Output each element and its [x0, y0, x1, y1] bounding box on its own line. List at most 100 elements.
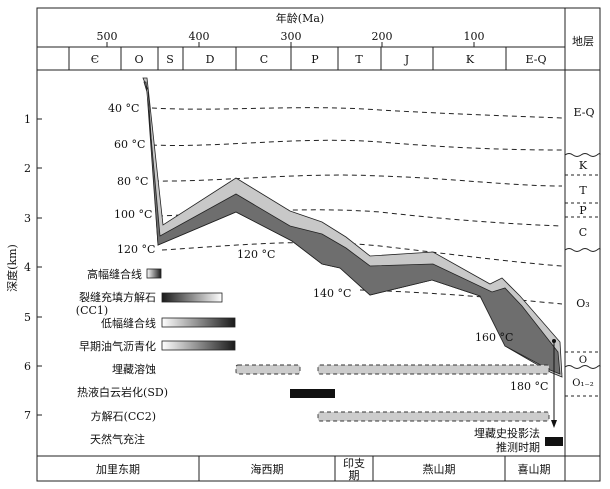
- event-label: 方解石(CC2): [91, 409, 156, 423]
- isotherm-label: 140 °C: [313, 287, 351, 300]
- depth-tick-label: 3: [24, 212, 31, 225]
- period-band: Є O S D C P T J K E-Q: [68, 47, 547, 70]
- period-label: O: [134, 53, 143, 66]
- age-tick: 500: [97, 30, 118, 47]
- isotherm-label: 40 °C: [108, 102, 139, 115]
- depth-tick-label: 6: [24, 360, 31, 373]
- depth-tick-label: 7: [24, 409, 31, 422]
- event-label: 低幅缝合线: [101, 316, 156, 330]
- event-bar-cc1: [161, 292, 223, 303]
- depth-tick: 7: [24, 409, 42, 422]
- orogeny-label: 期: [349, 469, 360, 482]
- age-tick: 100: [464, 30, 485, 47]
- period-label: E-Q: [526, 53, 547, 66]
- event-label: 天然气充注: [90, 432, 145, 446]
- orogeny-label: 喜山期: [518, 463, 551, 476]
- event-bar-gas-charge: [545, 437, 563, 446]
- isotherm-labels: 40 °C 60 °C 80 °C 100 °C 120 °C 120 °C 1…: [108, 102, 548, 393]
- strata-label: K: [579, 159, 588, 172]
- strata-label: P: [579, 204, 587, 217]
- age-tick-label: 500: [97, 30, 118, 43]
- isotherm-curve: [157, 209, 563, 227]
- period-label: Є: [91, 53, 99, 66]
- isotherm-label: 80 °C: [117, 175, 148, 188]
- isotherm-curve: [151, 139, 563, 151]
- strata-label: T: [579, 184, 587, 197]
- event-bar-low-stylolite: [161, 317, 236, 328]
- age-tick: 200: [372, 30, 393, 47]
- isotherm-curve: [161, 242, 563, 267]
- strata-label: C: [579, 226, 587, 239]
- strata-label: O₃: [576, 297, 589, 310]
- projection-arrow: [551, 339, 557, 428]
- isotherm-curve: [153, 174, 563, 187]
- depth-tick: 5: [24, 311, 42, 324]
- strata-label: O: [579, 355, 587, 366]
- strata-boundaries: [564, 153, 601, 397]
- period-label: C: [260, 53, 268, 66]
- orogeny-label: 燕山期: [423, 463, 456, 476]
- depth-tick: 3: [24, 212, 42, 225]
- isotherm-label: 120 °C: [117, 243, 155, 256]
- event-bar-burial-dissolution: [317, 364, 550, 375]
- isotherm-label: 100 °C: [114, 208, 152, 221]
- isotherm-curve: [359, 289, 563, 305]
- depth-tick: 4: [24, 261, 42, 274]
- strata-boundary-wavy: [564, 248, 601, 252]
- event-label: 裂缝充填方解石: [79, 290, 156, 304]
- depth-ticks: 1 2 3 4 5 6 7: [24, 113, 42, 422]
- depth-tick-label: 2: [24, 162, 31, 175]
- isotherm-curve: [151, 107, 563, 119]
- age-tick-label: 200: [372, 30, 393, 43]
- age-axis-title: 年龄(Ma): [276, 11, 324, 25]
- strata-label: E-Q: [574, 106, 595, 119]
- period-label: T: [355, 53, 363, 66]
- orogeny-label: 加里东期: [96, 463, 140, 476]
- isotherm-label: 180 °C: [510, 380, 548, 393]
- period-label: J: [404, 53, 409, 66]
- age-tick-label: 300: [281, 30, 302, 43]
- event-label: 高幅缝合线: [87, 267, 142, 281]
- event-bar-sd: [290, 389, 335, 398]
- period-label: P: [311, 53, 319, 66]
- strata-label: O₁₋₂: [572, 378, 594, 389]
- event-label: 热液白云岩化(SD): [77, 385, 168, 399]
- event-label: 早期油气沥青化: [79, 339, 156, 353]
- isotherm-label: 60 °C: [114, 138, 145, 151]
- strata-boundary-wavy: [564, 365, 601, 369]
- age-ticks: 500 400 300 200 100: [97, 30, 485, 47]
- age-tick-label: 100: [464, 30, 485, 43]
- isotherm-label: 160 °C: [475, 331, 513, 344]
- projection-annotation-line2: 推测时期: [496, 440, 540, 454]
- event-bar-early-bitumen: [161, 340, 236, 351]
- event-label: (CC1): [76, 304, 108, 317]
- depth-tick: 2: [24, 162, 42, 175]
- burial-band-inner: [143, 81, 561, 375]
- orogeny-label: 海西期: [251, 462, 284, 476]
- strata-boundary-wavy: [564, 153, 601, 157]
- age-tick: 400: [189, 30, 210, 47]
- isotherm-label: 120 °C: [237, 248, 275, 261]
- depth-tick: 6: [24, 360, 42, 373]
- depth-tick: 1: [24, 113, 42, 126]
- event-bar-burial-dissolution: [235, 364, 301, 375]
- orogeny-label: 印支: [343, 457, 365, 470]
- event-bars: [146, 268, 563, 446]
- strata-labels: E-Q K T P C O₃ O O₁₋₂: [572, 106, 594, 389]
- figure-frame: [36, 7, 601, 482]
- period-label: S: [166, 53, 174, 66]
- depth-tick-label: 4: [24, 261, 31, 274]
- period-label: K: [466, 53, 475, 66]
- event-label: 埋藏溶蚀: [112, 362, 156, 376]
- event-bar-high-stylolite: [146, 268, 162, 279]
- event-bar-cc2: [317, 411, 550, 422]
- depth-axis-title: 深度(km): [5, 244, 19, 292]
- event-labels: 高幅缝合线 裂缝充填方解石 (CC1) 低幅缝合线 早期油气沥青化 埋藏溶蚀 热…: [76, 267, 168, 446]
- orogeny-band: 加里东期 海西期 印支 期 燕山期 喜山期: [96, 456, 551, 482]
- depth-tick-label: 5: [24, 311, 31, 324]
- period-label: D: [206, 53, 215, 66]
- age-tick-label: 400: [189, 30, 210, 43]
- projection-annotation-line1: 埋藏史投影法: [474, 426, 540, 440]
- strata-column-title: 地层: [572, 35, 594, 48]
